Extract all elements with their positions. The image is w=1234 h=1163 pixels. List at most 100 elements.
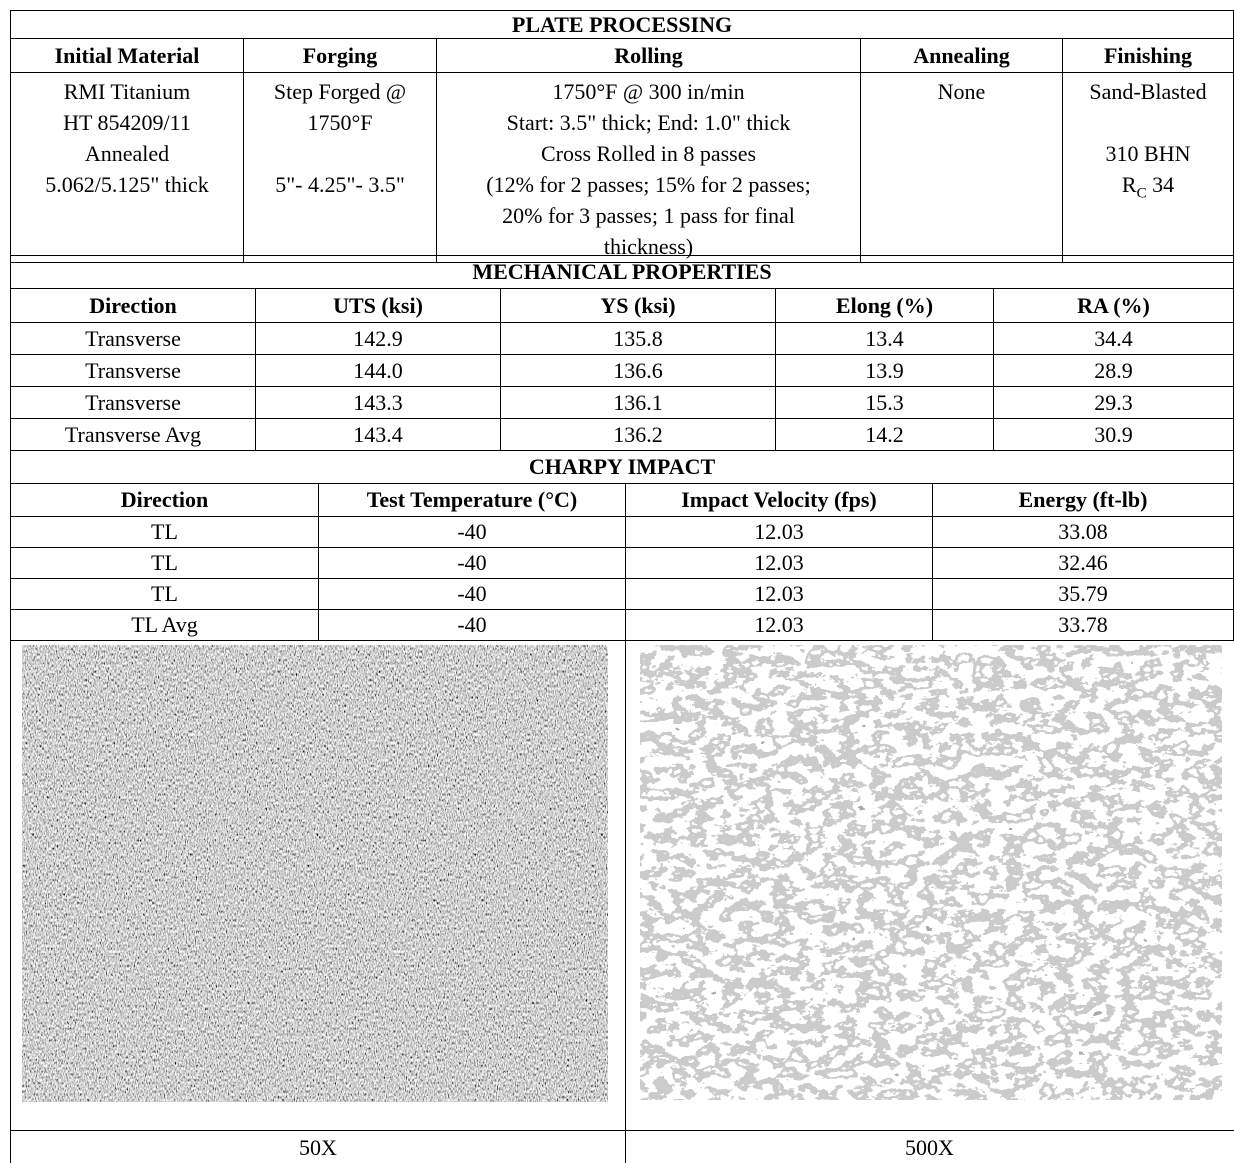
data-cell: Transverse Avg (10, 418, 256, 451)
data-cell: 136.1 (500, 386, 776, 419)
data-row: Transverse 144.0 136.6 13.9 28.9 (10, 354, 1234, 387)
data-cell: 143.4 (255, 418, 501, 451)
column-header: Impact Velocity (fps) (625, 483, 933, 517)
data-row: TL -40 12.03 33.08 (10, 516, 1234, 548)
micrograph-texture (22, 645, 608, 1102)
data-row: TL -40 12.03 32.46 (10, 547, 1234, 579)
data-cell: 33.78 (932, 609, 1234, 641)
data-cell: Transverse (10, 322, 256, 355)
data-cell: 143.3 (255, 386, 501, 419)
hardness: RC 34 (1064, 169, 1233, 209)
data-cell: -40 (318, 516, 626, 548)
text-line: Start: 3.5" thick; End: 1.0" thick (506, 110, 791, 135)
text-line: None (937, 79, 986, 104)
divider (625, 640, 626, 1163)
header-row: Direction UTS (ksi) YS (ksi) Elong (%) RA (%… (10, 288, 1234, 323)
text-line: 1750°F @ 300 in/min (552, 79, 745, 104)
section-title: CHARPY IMPACT (10, 450, 1234, 484)
column-header: Direction (10, 483, 319, 517)
text-line: Step Forged @ (273, 79, 407, 104)
text-line: Sand-Blasted (1089, 79, 1207, 104)
data-cell: 29.3 (993, 386, 1234, 419)
charpy-impact-table: CHARPY IMPACT Direction Test Temperature (… (10, 450, 1234, 641)
data-cell: Transverse (10, 354, 256, 387)
finishing-cell: Sand-Blasted 310 BHN RC 34 (1062, 72, 1234, 263)
data-cell: 136.6 (500, 354, 776, 387)
micrograph-500x (640, 645, 1222, 1100)
text-line: Annealed (84, 141, 170, 166)
data-cell: 34.4 (993, 322, 1234, 355)
data-row: TL -40 12.03 35.79 (10, 578, 1234, 610)
data-cell: 15.3 (775, 386, 994, 419)
data-cell: TL (10, 516, 319, 548)
data-cell: -40 (318, 578, 626, 610)
text-line: 5.062/5.125" thick (45, 172, 209, 197)
micrograph-50x (22, 645, 608, 1102)
initial-material-cell: RMI Titanium HT 854209/11 Annealed 5.062… (10, 72, 244, 263)
data-cell: 30.9 (993, 418, 1234, 451)
column-header: Annealing (860, 38, 1063, 73)
column-header: Test Temperature (°C) (318, 483, 626, 517)
data-cell: 13.9 (775, 354, 994, 387)
text-line: Cross Rolled in 8 passes (540, 141, 757, 166)
text-line: RMI Titanium (63, 79, 191, 104)
title-row: MECHANICAL PROPERTIES (10, 255, 1234, 289)
data-cell: TL (10, 578, 319, 610)
data-row: Transverse 142.9 135.8 13.4 34.4 (10, 322, 1234, 355)
text-line: 310 BHN (1105, 141, 1191, 166)
plate-processing-table: PLATE PROCESSING Initial Material Forgin… (10, 10, 1234, 263)
micrograph-caption: 50X (299, 1135, 337, 1160)
column-header: UTS (ksi) (255, 288, 501, 323)
data-cell: 14.2 (775, 418, 994, 451)
data-cell: 12.03 (625, 609, 933, 641)
data-cell: TL Avg (10, 609, 319, 641)
data-cell: 144.0 (255, 354, 501, 387)
text-line: 1750°F (307, 110, 373, 135)
column-header: YS (ksi) (500, 288, 776, 323)
divider (11, 1130, 1234, 1131)
micrograph-caption: 500X (905, 1135, 954, 1160)
data-cell: 28.9 (993, 354, 1234, 387)
data-cell: TL (10, 547, 319, 579)
data-cell: 142.9 (255, 322, 501, 355)
data-cell: 13.4 (775, 322, 994, 355)
section-title: PLATE PROCESSING (10, 10, 1234, 39)
text-line: (12% for 2 passes; 15% for 2 passes; (486, 172, 811, 197)
data-cell: -40 (318, 547, 626, 579)
data-cell: 32.46 (932, 547, 1234, 579)
micrograph-panel: 50X 500X (10, 640, 1234, 1163)
micrograph-texture (640, 645, 1222, 1100)
data-cell: 35.79 (932, 578, 1234, 610)
column-header: Finishing (1062, 38, 1234, 73)
data-cell: Transverse (10, 386, 256, 419)
column-header: Elong (%) (775, 288, 994, 323)
data-row: Transverse Avg 143.4 136.2 14.2 30.9 (10, 418, 1234, 451)
column-header: Forging (243, 38, 437, 73)
text-line: HT 854209/11 (63, 110, 191, 135)
rolling-cell: 1750°F @ 300 in/min Start: 3.5" thick; E… (436, 72, 861, 263)
data-cell: 136.2 (500, 418, 776, 451)
annealing-cell: None (860, 72, 1063, 263)
hardness-subscript: C (1136, 185, 1147, 202)
text-line: 5"- 4.25"- 3.5" (275, 172, 405, 197)
forging-cell: Step Forged @ 1750°F 5"- 4.25"- 3.5" (243, 72, 437, 263)
data-cell: 12.03 (625, 578, 933, 610)
hardness-value: 34 (1152, 172, 1175, 197)
column-header: Rolling (436, 38, 861, 73)
data-row: Transverse 143.3 136.1 15.3 29.3 (10, 386, 1234, 419)
hardness-symbol: R (1121, 172, 1137, 197)
column-header: Energy (ft-lb) (932, 483, 1234, 517)
text-line: thickness) (603, 234, 694, 259)
data-cell: -40 (318, 609, 626, 641)
column-header: Initial Material (10, 38, 244, 73)
column-header: RA (%) (993, 288, 1234, 323)
data-row: TL Avg -40 12.03 33.78 (10, 609, 1234, 641)
header-row: Direction Test Temperature (°C) Impact Vel… (10, 483, 1234, 517)
data-cell: 135.8 (500, 322, 776, 355)
section-title: MECHANICAL PROPERTIES (10, 255, 1234, 289)
data-cell: 12.03 (625, 547, 933, 579)
data-cell: 12.03 (625, 516, 933, 548)
data-cell: 33.08 (932, 516, 1234, 548)
text-line: 20% for 3 passes; 1 pass for final (502, 203, 795, 228)
